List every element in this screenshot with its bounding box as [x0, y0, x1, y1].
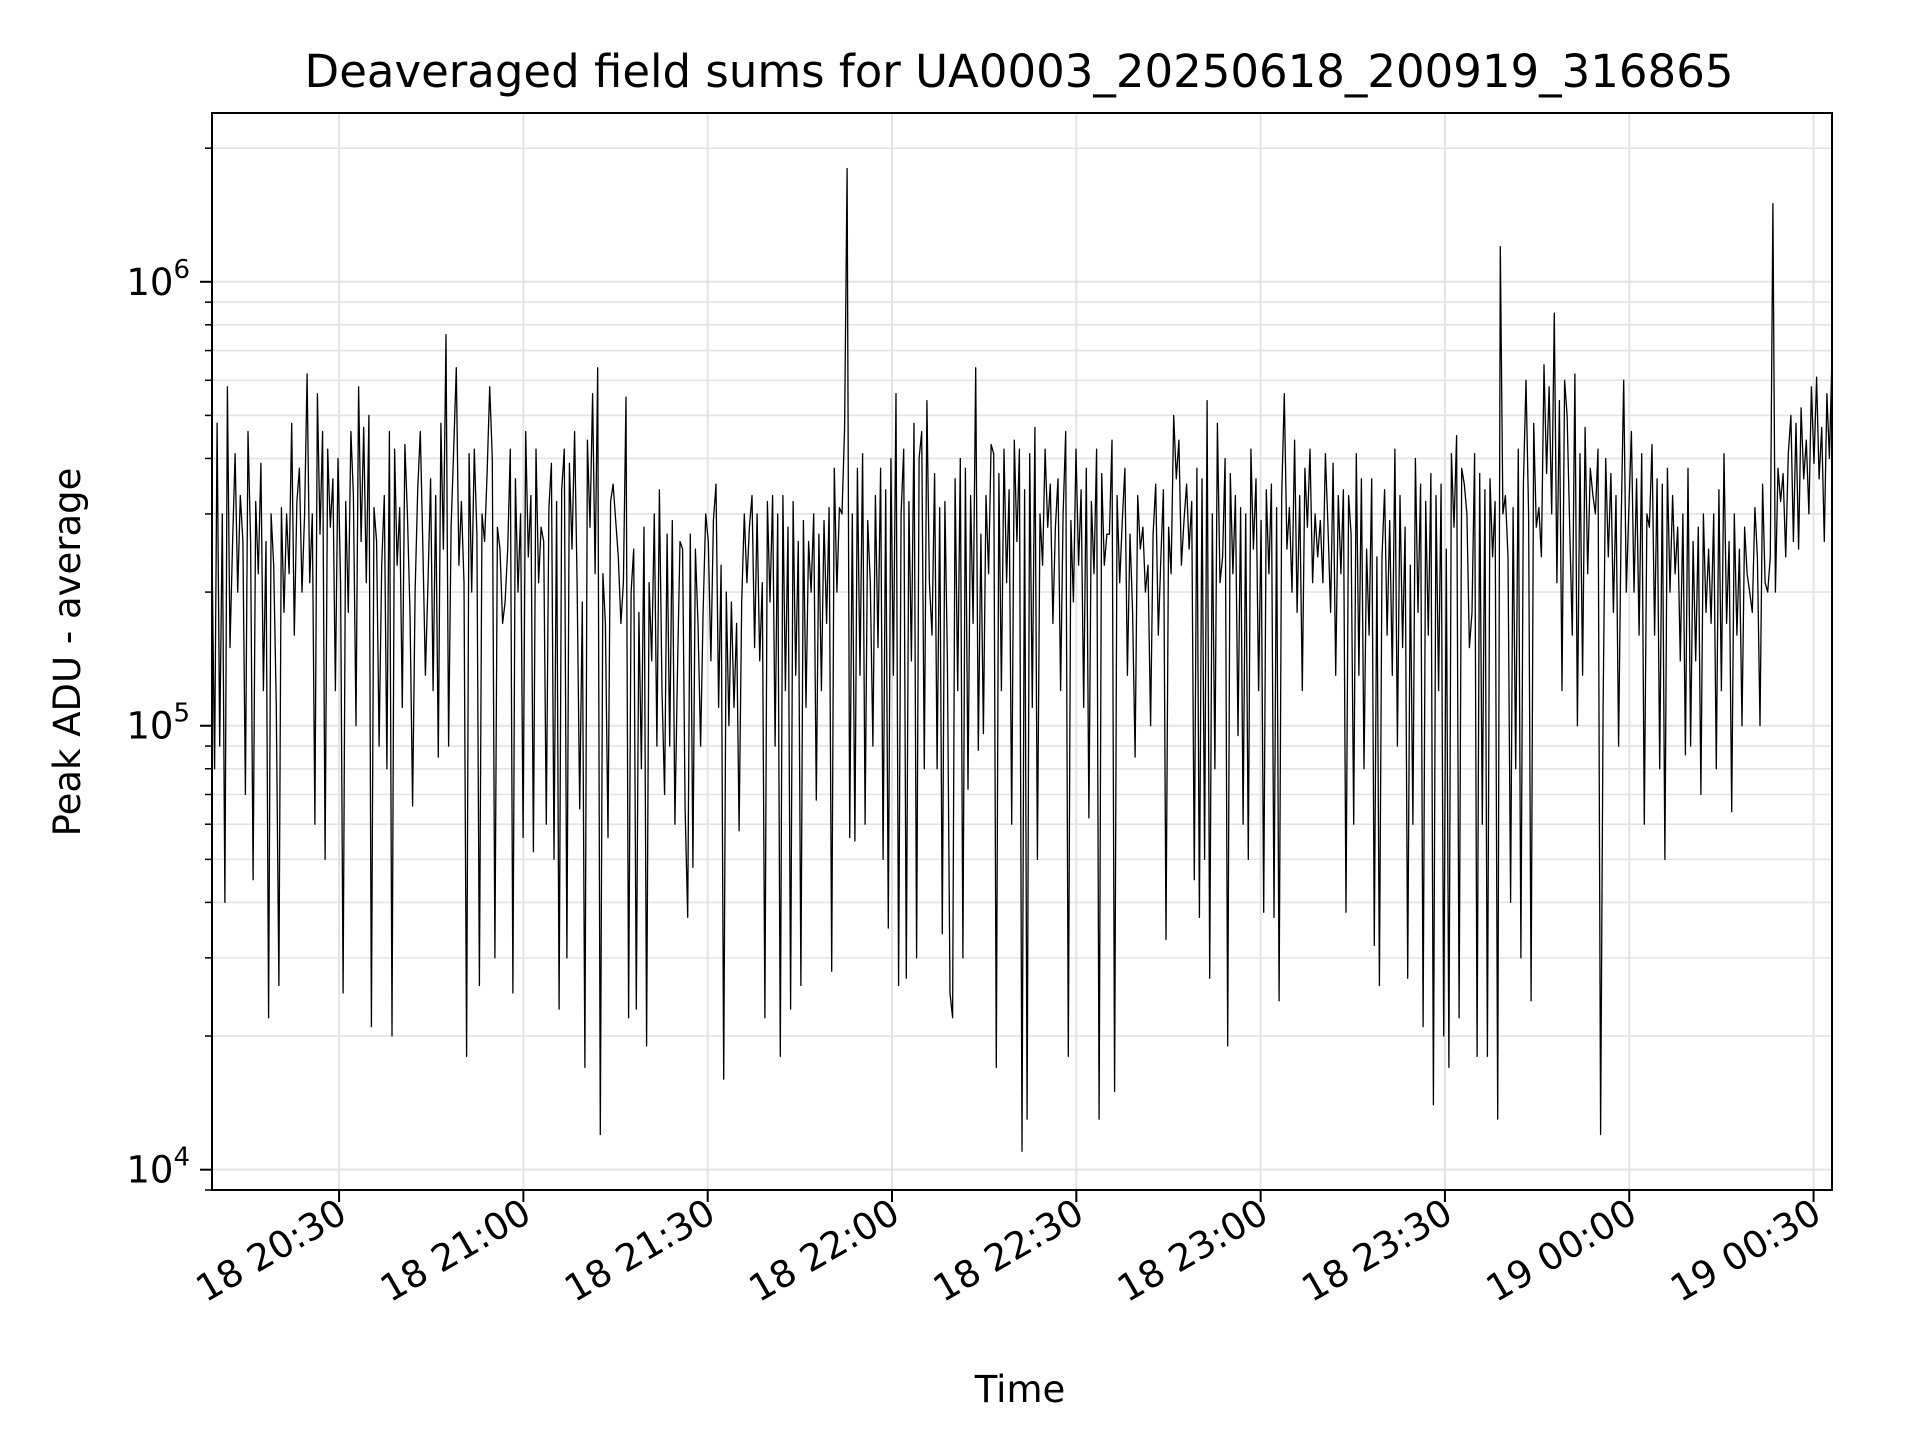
- chart-title: Deaveraged field sums for UA0003_2025061…: [305, 45, 1734, 98]
- y-tick-label: 104: [126, 1143, 190, 1192]
- y-axis: 104 105 106: [126, 147, 212, 1192]
- grid: [212, 113, 1832, 1191]
- x-axis-label: Time: [974, 1368, 1066, 1411]
- plot-frame: [211, 112, 1833, 1191]
- y-tick-label: 105: [126, 699, 190, 748]
- series-line: [211, 167, 1833, 1152]
- series-group: [211, 167, 1833, 1152]
- y-tick-label: 106: [126, 255, 190, 304]
- y-axis-label: Peak ADU - average: [46, 468, 89, 837]
